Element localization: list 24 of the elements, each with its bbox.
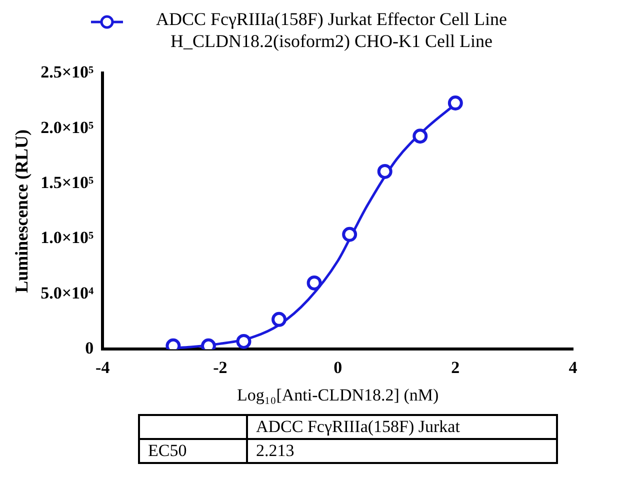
x-tick-label: 4 xyxy=(568,358,578,377)
text: EC50 xyxy=(139,439,247,463)
point xyxy=(342,226,358,242)
x-axis-title: Log₁₀[Anti-CLDN18.2] (nM) xyxy=(236,385,439,404)
point xyxy=(306,275,322,290)
x-tick-label: 0 xyxy=(334,358,342,377)
y-tick-label: 2.5×10⁵ xyxy=(40,62,94,82)
text: ADCC FcγRIIIa(158F) Jurkat xyxy=(247,415,557,439)
y-tick-label: 0 xyxy=(85,338,94,358)
point xyxy=(272,312,287,327)
x-tick-label: -4 xyxy=(96,358,110,377)
point xyxy=(377,164,392,179)
y-axis-title: Luminescence (RLU) xyxy=(11,129,32,293)
text: 2.213 xyxy=(247,439,557,463)
x-tick-label: 2 xyxy=(451,358,460,377)
y-tick-label: 2.0×10⁵ xyxy=(40,118,94,137)
y-tick-label: 5.0×10⁴ xyxy=(40,283,94,302)
y-tick-label: 1.0×10⁵ xyxy=(40,228,94,248)
legend-label: ADCC FcγRIIIa(158F) Jurkat Effector Cell Line H_CLDN18.2(isoform2) CHO-K1 Cell Line xyxy=(154,8,508,52)
point xyxy=(412,128,428,144)
point xyxy=(448,96,463,111)
x-tick-label: -2 xyxy=(213,358,228,377)
y-tick-label: 1.5×10⁵ xyxy=(40,172,94,192)
point xyxy=(236,334,252,349)
